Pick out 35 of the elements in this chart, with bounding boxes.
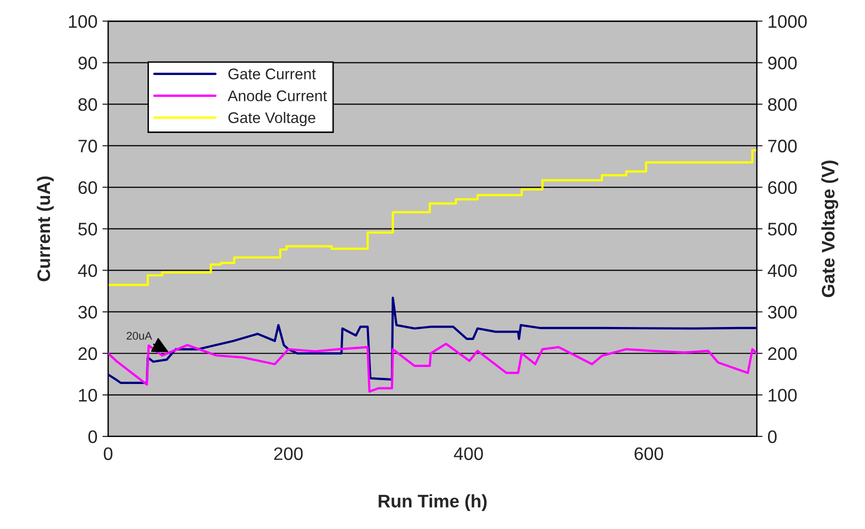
line-series	[108, 342, 757, 393]
y-tick-label: 20	[78, 347, 98, 360]
y-tick-label: 80	[78, 98, 98, 111]
y2-tick-label: 300	[768, 306, 797, 319]
y2-tick-label: 400	[768, 264, 797, 278]
y2-tick-label: 700	[768, 140, 797, 152]
line-series	[108, 296, 757, 384]
x-tick-label: 0	[104, 447, 112, 460]
y-tick-label: 0	[88, 430, 98, 444]
y2-tick-label: 200	[768, 347, 797, 360]
y2-tick-label: 500	[768, 222, 797, 236]
x-tick-label: 600	[634, 447, 664, 460]
y-axis-title: Current (uA)	[36, 176, 54, 282]
legend-label: Gate Voltage	[228, 112, 316, 126]
x-tick-label: 200	[274, 447, 303, 460]
y2-tick-label: 600	[768, 181, 797, 194]
y-tick-label: 90	[78, 56, 98, 70]
y-tick-label: 100	[68, 15, 98, 28]
y2-tick-label: 800	[768, 98, 797, 111]
y2-tick-label: 0	[768, 430, 777, 444]
y2-axis-title: Gate Voltage (V)	[821, 160, 838, 298]
x-tick-label: 400	[454, 447, 483, 460]
y-tick-label: 40	[78, 264, 98, 278]
y-tick-label: 10	[79, 388, 98, 402]
y-tick-label: 70	[78, 140, 98, 152]
y2-tick-label: 1000	[768, 15, 807, 28]
annotation: 20uA	[126, 332, 152, 340]
y-tick-label: 50	[78, 222, 98, 236]
x-axis-title: Run Time (h)	[378, 494, 487, 512]
y2-tick-label: 900	[768, 56, 797, 70]
legend-label: Anode Current	[228, 90, 327, 102]
y2-tick-label: 100	[768, 388, 797, 402]
y-tick-label: 30	[78, 306, 98, 319]
y-tick-label: 60	[78, 181, 98, 194]
legend-label: Gate Current	[228, 68, 316, 80]
